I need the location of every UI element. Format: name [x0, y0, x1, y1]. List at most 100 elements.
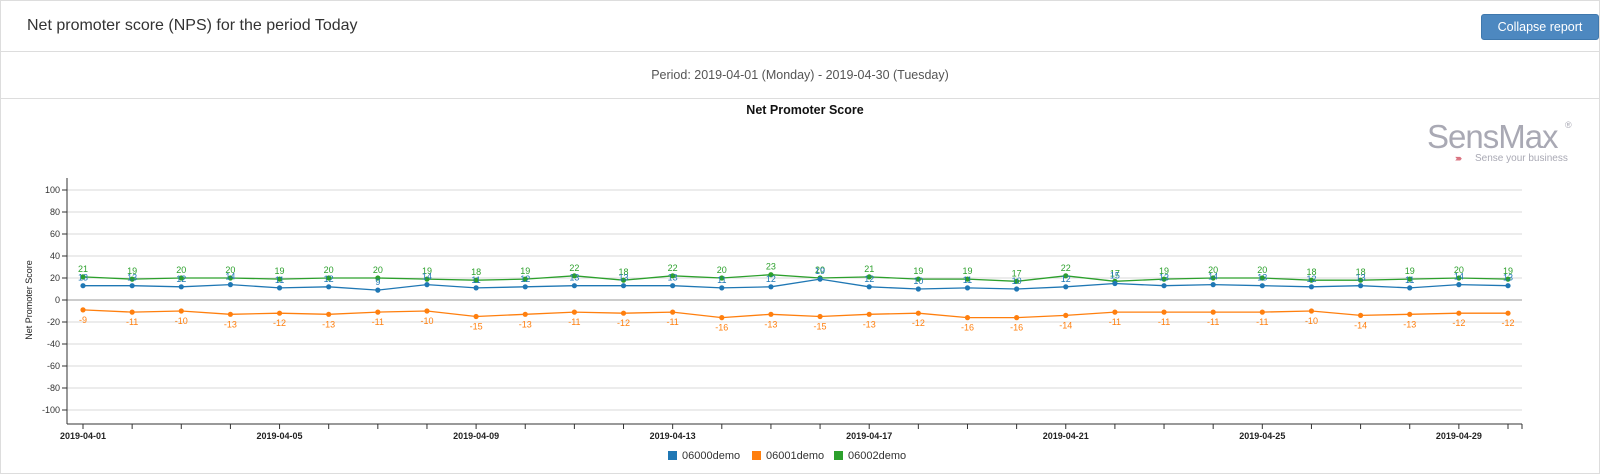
logo-tagline: Sense your business: [1475, 153, 1568, 164]
y-tick-label: -40: [47, 339, 60, 349]
x-tick-label: 2019-04-29: [1436, 431, 1482, 441]
data-point-06001demo: [719, 315, 725, 321]
data-label-06000demo: 11: [717, 275, 726, 285]
data-label-06002demo: 22: [668, 263, 678, 273]
data-point-06002demo: [1407, 276, 1413, 282]
data-point-06001demo: [1456, 310, 1462, 316]
y-tick-label: 80: [50, 207, 60, 217]
data-label-06000demo: 13: [127, 273, 137, 283]
data-label-06000demo: 12: [520, 274, 530, 284]
data-label-06000demo: 12: [1061, 274, 1071, 284]
data-point-06000demo: [1357, 283, 1364, 289]
data-label-06002demo: 20: [1257, 265, 1267, 275]
data-label-06001demo: -15: [814, 322, 827, 332]
data-point-06002demo: [80, 274, 86, 280]
x-tick-label: 2019-04-01: [60, 431, 106, 441]
collapse-report-button[interactable]: Collapse report: [1481, 14, 1599, 40]
series-line-06001demo: [82, 309, 1508, 319]
data-point-06002demo: [522, 276, 528, 282]
legend-swatch-06000demo: [668, 451, 677, 460]
data-point-06000demo: [768, 284, 774, 290]
data-label-06000demo: 12: [324, 274, 334, 284]
data-label-06000demo: 13: [1503, 273, 1513, 283]
data-label-06000demo: 12: [1306, 274, 1316, 284]
data-point-06001demo: [620, 310, 627, 316]
data-label-06000demo: 13: [78, 273, 88, 283]
sensmax-logo: SensMax ® ››››› Sense your business: [1425, 118, 1575, 166]
data-point-06001demo: [1357, 312, 1364, 318]
series-line-06002demo: [82, 274, 1509, 282]
data-point-06000demo: [817, 276, 823, 282]
data-point-06002demo: [1210, 275, 1216, 281]
data-label-06001demo: -14: [1059, 320, 1072, 330]
data-point-06002demo: [571, 273, 577, 279]
data-label-06002demo: 22: [569, 263, 579, 273]
data-label-06000demo: 9: [375, 277, 380, 287]
data-label-06001demo: -12: [617, 318, 630, 328]
data-label-06001demo: -11: [666, 317, 678, 327]
data-point-06001demo: [1161, 309, 1167, 315]
data-label-06001demo: -11: [1256, 317, 1268, 327]
data-label-06002demo: 18: [471, 267, 481, 277]
data-label-06002demo: 19: [913, 266, 923, 276]
legend-label-06001demo: 06001demo: [766, 450, 824, 462]
data-point-06001demo: [1407, 311, 1413, 317]
data-label-06001demo: -16: [715, 323, 728, 333]
data-label-06000demo: 14: [1208, 272, 1218, 282]
data-point-06001demo: [571, 309, 577, 315]
data-point-06002demo: [473, 277, 479, 283]
y-tick-label: -80: [47, 383, 60, 393]
data-label-06001demo: -9: [79, 315, 87, 325]
data-point-06001demo: [424, 308, 430, 314]
data-label-06001demo: -16: [1010, 323, 1023, 333]
data-label-06001demo: -11: [126, 317, 138, 327]
data-point-06002demo: [276, 276, 283, 282]
data-label-06002demo: 23: [766, 262, 776, 272]
report-header: Net promoter score (NPS) for the period …: [1, 1, 1599, 52]
data-point-06001demo: [1308, 308, 1315, 314]
data-point-06002demo: [227, 275, 234, 281]
data-label-06001demo: -12: [273, 318, 286, 328]
data-point-06000demo: [915, 286, 921, 292]
data-point-06001demo: [817, 313, 823, 320]
y-tick-label: -20: [47, 317, 60, 327]
data-point-06002demo: [1161, 276, 1167, 282]
data-label-06000demo: 14: [422, 272, 432, 282]
data-point-06000demo: [1161, 283, 1167, 289]
data-label-06002demo: 17: [1012, 268, 1022, 278]
data-label-06000demo: 11: [963, 275, 972, 285]
x-tick-label: 2019-04-25: [1239, 431, 1285, 441]
data-label-06002demo: 20: [815, 265, 825, 275]
data-point-06002demo: [1014, 278, 1020, 284]
data-point-06001demo: [276, 310, 283, 316]
data-point-06001demo: [375, 309, 381, 315]
data-label-06000demo: 13: [1356, 273, 1366, 283]
data-point-06000demo: [620, 283, 627, 289]
data-point-06001demo: [1063, 312, 1069, 318]
data-label-06002demo: 19: [422, 266, 432, 276]
data-label-06001demo: -12: [912, 318, 925, 328]
data-label-06001demo: -15: [470, 322, 483, 332]
data-label-06000demo: 10: [913, 276, 923, 286]
data-label-06002demo: 20: [717, 265, 727, 275]
chart-title: Net Promoter Score: [746, 103, 864, 117]
data-label-06002demo: 19: [127, 266, 137, 276]
data-label-06002demo: 20: [373, 265, 383, 275]
data-point-06000demo: [571, 283, 577, 289]
data-label-06002demo: 18: [619, 267, 629, 277]
data-point-06000demo: [375, 287, 381, 293]
data-point-06001demo: [964, 315, 971, 321]
data-label-06001demo: -12: [1452, 318, 1465, 328]
data-label-06000demo: 12: [176, 274, 186, 284]
data-label-06001demo: -13: [224, 319, 237, 329]
data-label-06000demo: 11: [275, 275, 284, 285]
data-label-06001demo: -13: [863, 319, 876, 329]
data-label-06001demo: -10: [1305, 316, 1318, 326]
y-tick-label: -100: [42, 405, 60, 415]
data-point-06002demo: [620, 277, 627, 283]
data-point-06000demo: [719, 285, 725, 291]
data-label-06002demo: 20: [225, 265, 235, 275]
data-point-06000demo: [1210, 282, 1216, 288]
data-point-06001demo: [1505, 310, 1511, 316]
data-point-06000demo: [1063, 284, 1069, 290]
